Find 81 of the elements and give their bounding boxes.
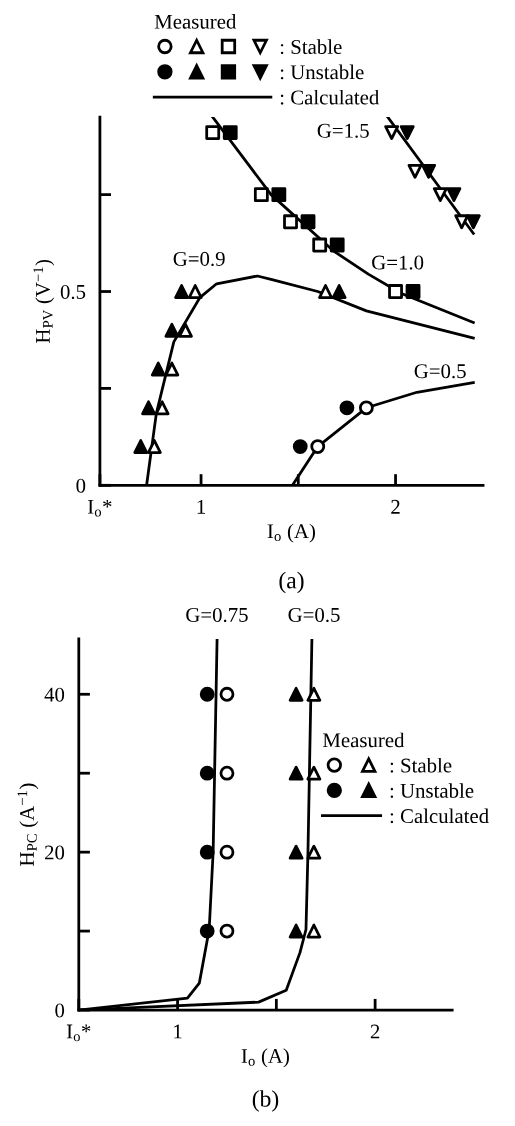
point (405, 284, 421, 299)
point (312, 237, 328, 253)
y-axis-title: H$_{PC}$ (A$^{−1}$) (17, 783, 39, 866)
point (199, 923, 215, 939)
point (358, 400, 374, 416)
point (310, 439, 326, 454)
legend-label: : Calculated (390, 808, 489, 824)
point (146, 439, 162, 454)
point (154, 400, 170, 416)
x-tick-label: 2 (370, 1024, 380, 1039)
y-axis-title: H$_{PV}$ (V$^{−1}$) (33, 259, 55, 343)
point (199, 686, 215, 702)
point (219, 686, 235, 702)
y-tick-label: 20 (44, 845, 65, 860)
point (150, 361, 166, 377)
point (164, 322, 180, 338)
point (199, 765, 215, 781)
point (388, 284, 403, 299)
point (178, 322, 193, 338)
point (133, 439, 149, 454)
point (446, 187, 462, 203)
point (174, 284, 189, 299)
text: G=0.5 (288, 607, 340, 623)
point (271, 187, 287, 203)
text: (a) (279, 571, 304, 594)
point (318, 284, 333, 299)
x-tick-label: 1 (174, 1024, 182, 1039)
point (253, 187, 269, 203)
y-tick-label: 0 (76, 478, 86, 493)
point (465, 214, 481, 230)
point (283, 214, 298, 230)
point (205, 125, 221, 141)
point (306, 923, 322, 939)
point (219, 765, 235, 781)
point (222, 125, 238, 141)
legend-title: Measured (322, 732, 405, 748)
text: (b) (252, 1090, 279, 1112)
y-tick-label: 40 (44, 687, 65, 702)
point (432, 187, 448, 203)
point (288, 844, 304, 860)
text: G=0.75 (186, 607, 248, 623)
point (288, 923, 304, 939)
point (306, 686, 322, 702)
y-tick-label: 0.5 (60, 284, 86, 300)
point (199, 844, 215, 860)
point (187, 284, 203, 299)
point (141, 400, 156, 416)
point (300, 214, 316, 230)
point (292, 439, 308, 454)
point (421, 163, 437, 179)
x-tick-label: 1 (197, 499, 206, 514)
point (306, 765, 322, 781)
x-axis-title: I$_{o}$ (A) (267, 523, 315, 543)
point (288, 686, 304, 702)
legend-label: : Unstable (280, 64, 364, 80)
annotation: G=1.5 (317, 123, 369, 138)
point (219, 923, 235, 939)
point (339, 400, 355, 416)
legend-title: Measured (154, 14, 237, 29)
point (164, 361, 180, 377)
point (288, 765, 304, 781)
y-tick-label: 0 (55, 1003, 65, 1018)
series-label: : Calculated (280, 89, 380, 105)
point (384, 125, 400, 141)
legend-label: : Stable (280, 39, 342, 55)
point (331, 284, 347, 299)
legend-label: : Stable (390, 757, 452, 773)
annotation: G=1.0 (372, 255, 424, 270)
point (306, 844, 322, 860)
point (454, 214, 470, 230)
point (399, 125, 415, 141)
annotation: G=0.9 (173, 251, 225, 267)
x-axis-title: I$_{o}$ (A) (241, 1048, 289, 1068)
legend-label: : Unstable (390, 783, 474, 798)
point (329, 237, 345, 253)
x-tick-label: I$_{o}$* (66, 1024, 91, 1042)
x-tick-label: I$_{o}$* (87, 499, 112, 517)
point (219, 844, 235, 860)
annotation: G=0.5 (414, 364, 466, 379)
x-tick-label: 2 (391, 499, 400, 514)
point (407, 163, 423, 179)
